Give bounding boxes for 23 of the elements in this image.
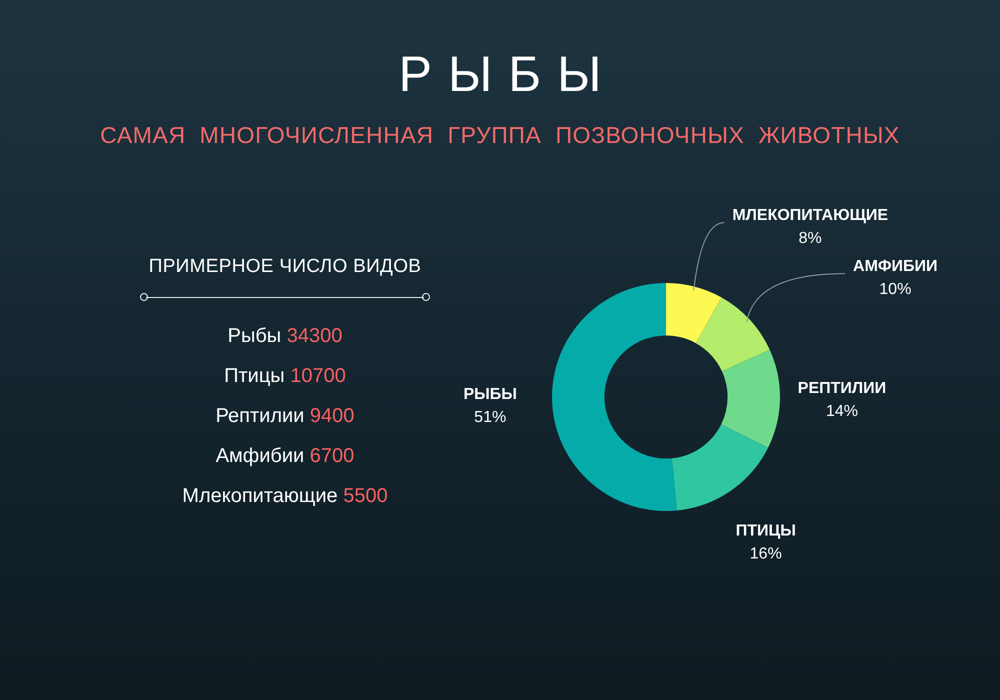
- data-label: 6700: [310, 445, 354, 467]
- data-label: 16%: [750, 545, 782, 562]
- text: ПРИМЕРНОЕ ЧИСЛО ВИДОВ: [148, 256, 422, 278]
- slice-label: РЫБЫ: [463, 386, 517, 403]
- data-label: 14%: [826, 403, 858, 420]
- slice-label: РЕПТИЛИИ: [798, 380, 886, 398]
- data-label: 8%: [798, 230, 822, 248]
- category-label: Птицы: [224, 365, 285, 387]
- slice-label: ПТИЦЫ: [736, 522, 796, 540]
- data-label: 10700: [290, 365, 346, 387]
- data-label: 10%: [879, 280, 912, 298]
- data-label: 9400: [310, 405, 354, 427]
- chart-title: РЫБЫ: [398, 45, 618, 103]
- chart-subtitle: САМАЯ МНОГОЧИСЛЕННАЯ ГРУППА ПОЗВОНОЧНЫХ ЖИВОТНЫХ: [99, 122, 901, 149]
- slice-label: АМФИБИИ: [853, 258, 938, 275]
- data-label: 51%: [474, 408, 506, 426]
- category-label: Рептилии: [216, 405, 304, 427]
- category-label: Млекопитающие: [182, 485, 338, 507]
- data-label: 34300: [286, 325, 342, 347]
- data-label: 5500: [343, 485, 388, 507]
- category-label: Амфибии: [216, 445, 304, 467]
- slice-label: МЛЕКОПИТАЮЩИЕ: [732, 207, 888, 224]
- category-label: Рыбы: [228, 325, 282, 347]
